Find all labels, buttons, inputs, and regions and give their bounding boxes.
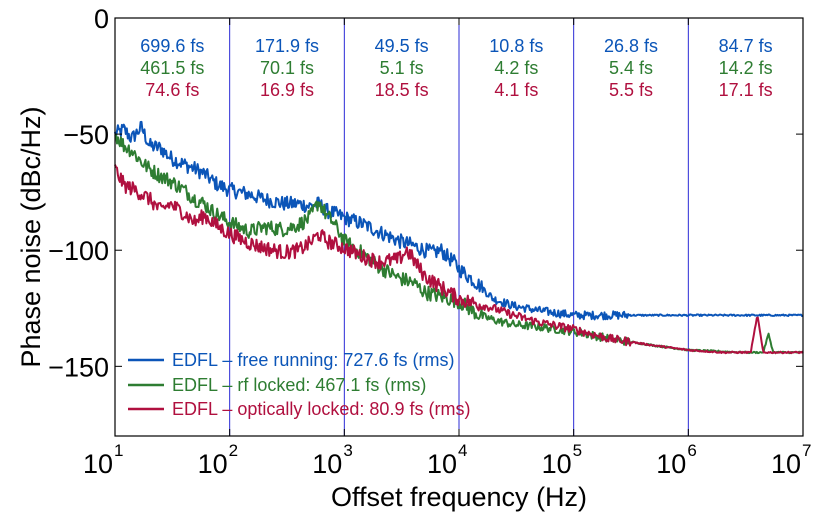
jitter-annotation: 74.6 fs	[145, 80, 199, 100]
x-tick-exponent: 6	[687, 441, 696, 460]
x-tick-exponent: 7	[802, 441, 811, 460]
jitter-annotation: 26.8 fs	[604, 36, 658, 56]
x-tick-exponent: 5	[573, 441, 582, 460]
x-axis-title: Offset frequency (Hz)	[331, 482, 587, 512]
legend-label: EDFL – rf locked: 467.1 fs (rms)	[172, 375, 426, 395]
jitter-annotation: 171.9 fs	[255, 36, 319, 56]
jitter-annotation: 5.1 fs	[380, 58, 424, 78]
x-tick-label: 10	[83, 449, 113, 479]
jitter-annotation: 49.5 fs	[375, 36, 429, 56]
legend: EDFL – free running: 727.6 fs (rms) EDFL …	[128, 350, 470, 419]
x-tick-label: 10	[427, 449, 457, 479]
jitter-annotation: 17.1 fs	[719, 80, 773, 100]
jitter-annotation: 10.8 fs	[489, 36, 543, 56]
x-tick-exponent: 3	[343, 441, 352, 460]
x-tick-label: 10	[542, 449, 572, 479]
y-axis-title: Phase noise (dBc/Hz)	[16, 106, 46, 367]
legend-label: EDFL – optically locked: 80.9 fs (rms)	[172, 399, 470, 419]
series-group	[114, 120, 804, 355]
jitter-annotation: 16.9 fs	[260, 80, 314, 100]
legend-label: EDFL – free running: 727.6 fs (rms)	[172, 350, 454, 370]
jitter-annotation: 699.6 fs	[140, 36, 204, 56]
y-tick-label: −50	[63, 120, 109, 150]
jitter-annotation: 5.4 fs	[609, 58, 653, 78]
y-tick-label: −100	[48, 236, 109, 266]
jitter-annotation: 14.2 fs	[719, 58, 773, 78]
jitter-annotation: 4.2 fs	[494, 58, 538, 78]
x-tick-exponent: 2	[229, 441, 238, 460]
jitter-annotation: 70.1 fs	[260, 58, 314, 78]
series-line-1	[114, 120, 804, 321]
x-tick-label: 10	[198, 449, 228, 479]
decade-lines	[229, 18, 689, 436]
x-tick-label: 10	[312, 449, 342, 479]
x-tick-exponent: 4	[458, 441, 467, 460]
x-tick-exponent: 1	[114, 441, 123, 460]
y-tick-label: −150	[48, 352, 109, 382]
jitter-annotation: 18.5 fs	[375, 80, 429, 100]
y-tick-label: 0	[94, 4, 109, 34]
jitter-annotation: 84.7 fs	[719, 36, 773, 56]
jitter-annotation: 4.1 fs	[494, 80, 538, 100]
x-tick-label: 10	[771, 449, 801, 479]
jitter-annotation: 5.5 fs	[609, 80, 653, 100]
y-ticks: 0 −50 −100 −150	[48, 4, 803, 382]
jitter-annotation: 461.5 fs	[140, 58, 204, 78]
x-ticks: 10 1 10 2 10 3 10 4 10 5 10 6 10 7	[83, 18, 811, 479]
x-tick-label: 10	[656, 449, 686, 479]
series-line-3	[114, 164, 804, 355]
